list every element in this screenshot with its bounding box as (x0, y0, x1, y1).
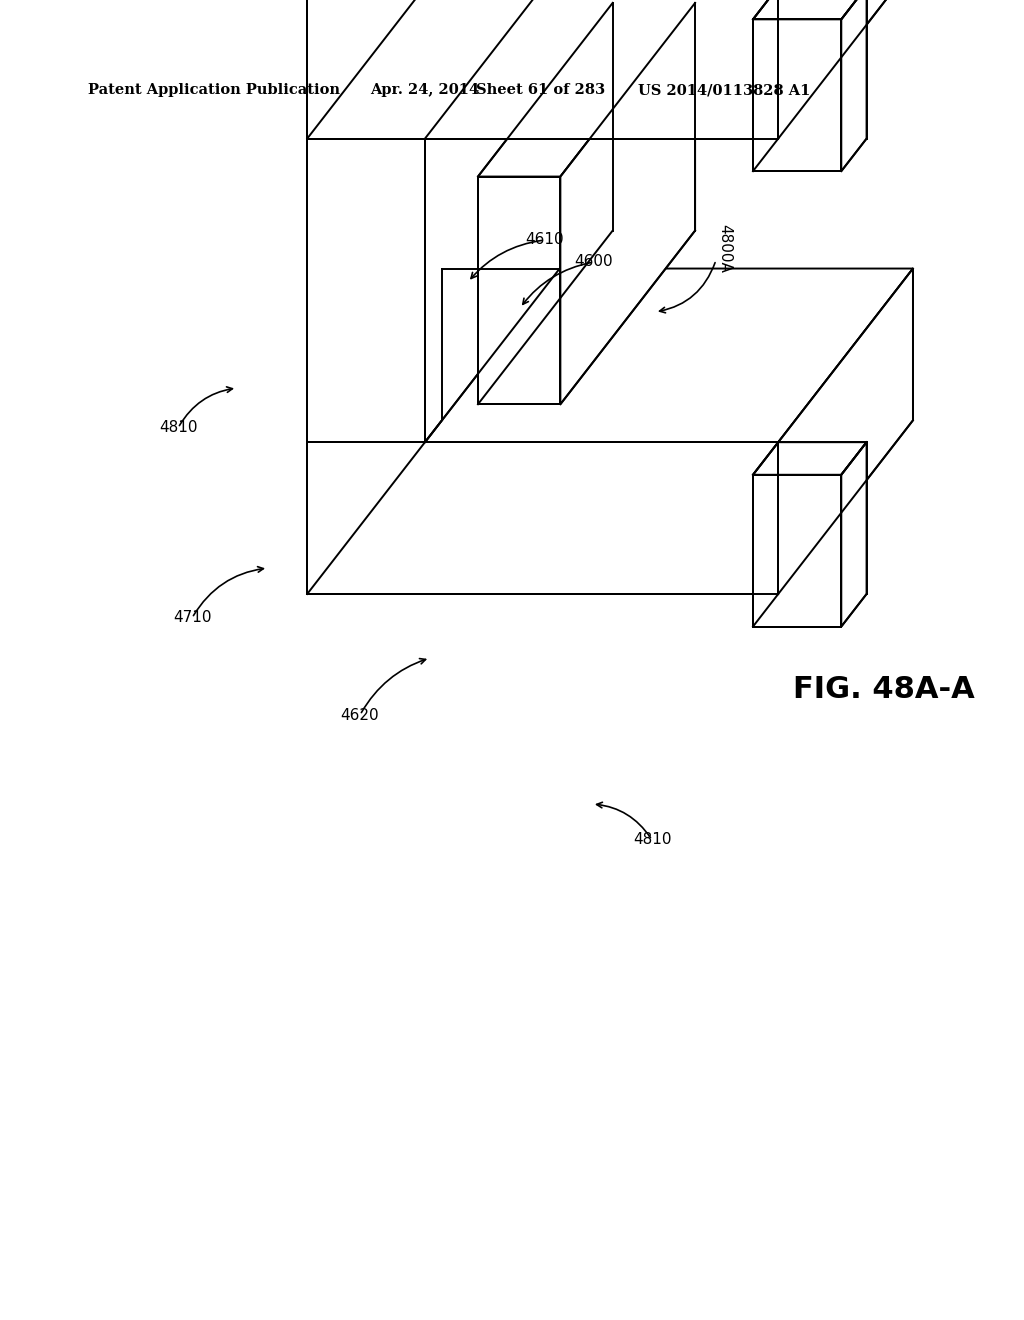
Polygon shape (842, 0, 866, 172)
Polygon shape (842, 442, 866, 627)
Polygon shape (753, 442, 866, 475)
Polygon shape (560, 3, 695, 404)
Text: 4620: 4620 (341, 708, 379, 722)
Text: US 2014/0113828 A1: US 2014/0113828 A1 (638, 83, 810, 96)
Text: 4710: 4710 (173, 610, 211, 626)
Polygon shape (307, 442, 778, 594)
Text: 4610: 4610 (525, 232, 564, 248)
Text: Apr. 24, 2014: Apr. 24, 2014 (370, 83, 479, 96)
Polygon shape (307, 268, 913, 442)
Text: 4800A: 4800A (718, 223, 732, 272)
Polygon shape (307, 0, 560, 139)
Text: 4810: 4810 (633, 833, 672, 847)
Polygon shape (753, 0, 866, 20)
Polygon shape (307, 0, 778, 139)
Polygon shape (753, 475, 842, 627)
Text: FIG. 48A-A: FIG. 48A-A (793, 676, 975, 705)
Text: Patent Application Publication: Patent Application Publication (88, 83, 340, 96)
Polygon shape (778, 268, 913, 594)
Polygon shape (307, 139, 425, 442)
Polygon shape (753, 20, 842, 172)
Polygon shape (425, 0, 560, 442)
Polygon shape (478, 3, 695, 177)
Text: Sheet 61 of 283: Sheet 61 of 283 (476, 83, 605, 96)
Polygon shape (478, 177, 560, 404)
Text: 4600: 4600 (574, 255, 613, 269)
Polygon shape (778, 0, 913, 139)
Text: 4810: 4810 (159, 421, 198, 436)
